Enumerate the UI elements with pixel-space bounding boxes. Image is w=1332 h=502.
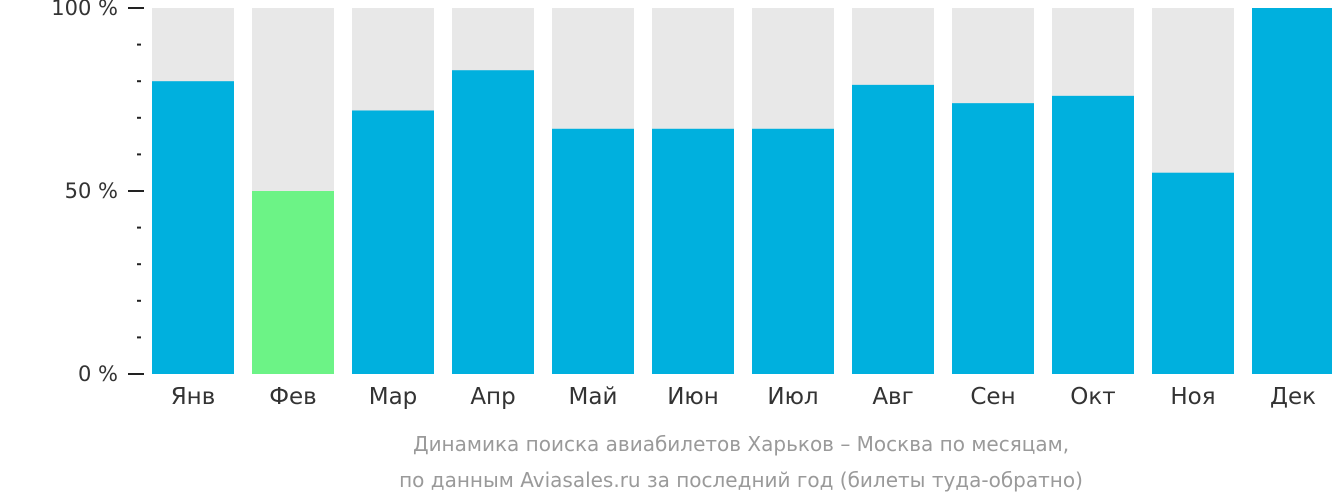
chart-caption-line-1: Динамика поиска авиабилетов Харьков – Мо… bbox=[412, 432, 1070, 456]
x-tick-label: Янв bbox=[171, 384, 216, 410]
x-tick-label: Май bbox=[569, 384, 618, 410]
bar-11 bbox=[1152, 172, 1234, 374]
x-tick-label: Авг bbox=[872, 384, 913, 410]
y-tick-label: 0 % bbox=[78, 362, 118, 386]
x-tick-label: Ноя bbox=[1170, 384, 1215, 410]
bar-12 bbox=[1252, 8, 1332, 374]
bar-2 bbox=[252, 191, 334, 374]
x-tick-label: Июн bbox=[667, 384, 719, 410]
bar-6 bbox=[652, 128, 734, 374]
bar-1 bbox=[152, 81, 234, 374]
bar-3 bbox=[352, 110, 434, 374]
y-tick-label: 100 % bbox=[51, 0, 118, 20]
x-tick-label: Окт bbox=[1070, 384, 1115, 410]
y-tick-label: 50 % bbox=[65, 179, 118, 203]
bar-9 bbox=[952, 103, 1034, 374]
bar-7 bbox=[752, 128, 834, 374]
bar-8 bbox=[852, 84, 934, 375]
x-tick-label: Дек bbox=[1270, 384, 1316, 410]
x-tick-label: Мар bbox=[369, 384, 418, 410]
chart-caption-line-2: по данным Aviasales.ru за последний год … bbox=[399, 468, 1083, 492]
bar-5 bbox=[552, 128, 634, 374]
bar-chart: 0 % 50 % 100 % Янв Фев Мар Апр Май Июн Июл Авг Сен… bbox=[51, 0, 1332, 410]
x-tick-label: Фев bbox=[269, 384, 317, 410]
bar-10 bbox=[1052, 95, 1134, 374]
x-axis-labels: Янв Фев Мар Апр Май Июн Июл Авг Сен Окт Ноя Дек bbox=[171, 384, 1316, 410]
bars bbox=[152, 8, 1332, 375]
y-axis: 0 % 50 % 100 % bbox=[51, 0, 144, 386]
x-tick-label: Сен bbox=[970, 384, 1015, 410]
x-tick-label: Июл bbox=[767, 384, 818, 410]
x-tick-label: Апр bbox=[470, 384, 515, 410]
bar-4 bbox=[452, 70, 534, 374]
